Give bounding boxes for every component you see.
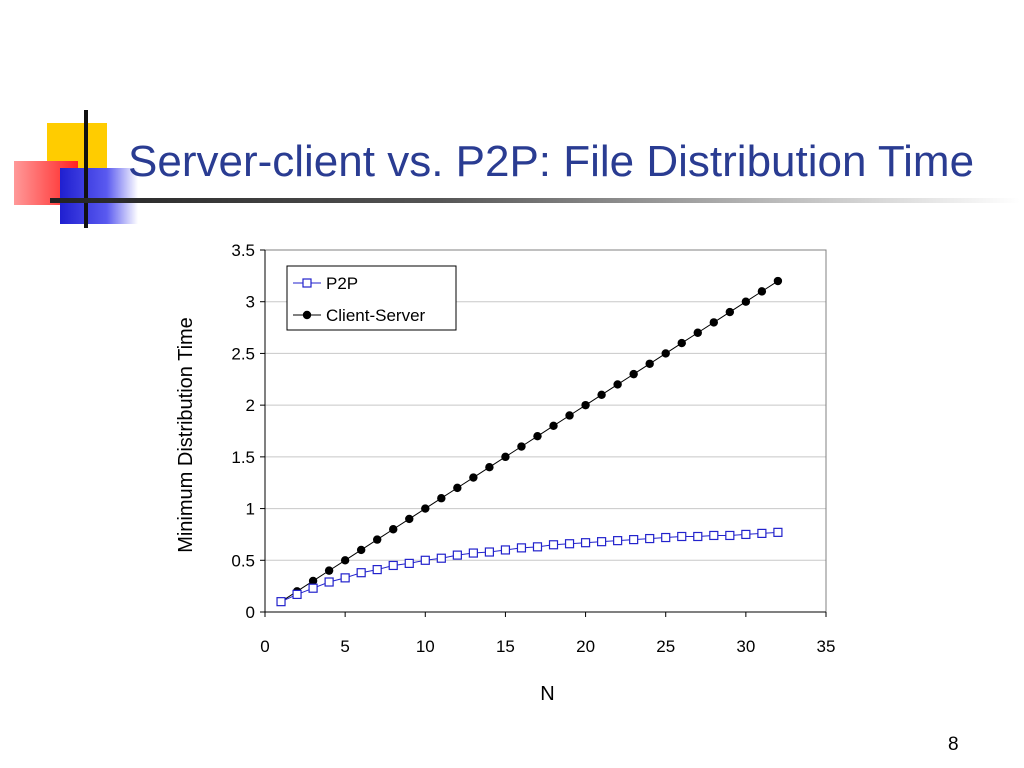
data-point [516, 543, 527, 553]
x-tick-label: 35 [817, 637, 836, 656]
data-point [373, 535, 382, 544]
data-point [372, 564, 382, 575]
data-point [613, 536, 623, 546]
y-tick-label: 3.5 [231, 241, 255, 260]
legend-label: P2P [326, 274, 358, 293]
data-point [548, 540, 559, 550]
data-point [677, 531, 687, 542]
legend-box [286, 265, 457, 331]
title-underline [50, 198, 1020, 203]
legend-marker [302, 310, 312, 320]
data-point [613, 380, 622, 389]
data-point [501, 452, 510, 462]
y-tick-label: 1 [246, 500, 255, 519]
series [276, 276, 783, 607]
slide-title: Server-client vs. P2P: File Distribution… [128, 137, 975, 186]
data-point [388, 560, 398, 571]
data-point [405, 514, 414, 524]
y-tick-label: 0 [246, 603, 255, 622]
data-point [741, 297, 751, 306]
data-point [773, 527, 783, 537]
grid-lines [265, 249, 826, 561]
data-point [677, 338, 686, 348]
y-tick-label: 1.5 [231, 448, 255, 467]
data-point [437, 494, 446, 503]
legend-entry: P2P [293, 274, 358, 293]
data-point [709, 318, 718, 327]
data-point [421, 504, 430, 513]
x-tick-label: 20 [576, 637, 595, 656]
data-point [580, 538, 591, 548]
data-point [404, 558, 414, 568]
data-point [324, 566, 334, 575]
y-axis-label: Minimum Distribution Time [175, 317, 197, 553]
data-point [533, 431, 542, 441]
legend-marker [302, 278, 312, 288]
data-point [276, 597, 286, 607]
x-tick-label: 0 [260, 637, 269, 656]
data-point [757, 528, 767, 538]
data-point [725, 307, 735, 317]
legend-label: Client-Server [326, 306, 426, 325]
data-point [709, 530, 719, 541]
series-p2p [276, 527, 783, 607]
data-point [581, 400, 590, 410]
data-point [564, 539, 575, 549]
data-point [629, 534, 639, 545]
data-point [532, 542, 543, 552]
x-tick-label: 30 [736, 637, 755, 656]
data-point [389, 525, 398, 534]
decor-vertical-bar [84, 110, 88, 228]
legend: P2P Client-Server [286, 265, 457, 331]
axes: 0 0.5 1 1.5 2 2.5 3 3.5 0 5 10 15 20 25 30 35 [231, 241, 835, 656]
data-point [596, 537, 607, 547]
data-point [517, 442, 526, 451]
data-point [469, 473, 478, 482]
data-point [292, 589, 302, 600]
y-tick-label: 3 [246, 293, 255, 312]
data-point [645, 359, 654, 368]
data-point [500, 545, 511, 555]
data-point [453, 483, 462, 493]
data-point [757, 287, 767, 296]
data-point [420, 555, 430, 565]
y-tick-label: 0.5 [231, 551, 255, 570]
y-tick-label: 2.5 [231, 344, 255, 363]
data-point [661, 532, 671, 543]
x-tick-label: 5 [340, 637, 349, 656]
data-point [597, 390, 606, 399]
data-point [340, 573, 350, 583]
data-point [645, 533, 655, 544]
data-point [452, 550, 462, 560]
data-point [468, 548, 478, 558]
page-number: 8 [948, 734, 959, 755]
data-point [324, 577, 334, 587]
legend-entry: Client-Server [293, 306, 426, 325]
data-point [484, 547, 494, 557]
data-point [661, 349, 670, 358]
data-point [549, 421, 558, 431]
x-tick-label: 15 [496, 637, 515, 656]
decor-blue-square [60, 168, 138, 224]
data-point [741, 529, 751, 540]
data-point [485, 463, 494, 472]
data-point [356, 568, 366, 578]
data-point [693, 531, 703, 542]
data-point [725, 530, 735, 541]
data-point [340, 556, 350, 565]
series-line [280, 531, 778, 603]
data-point [693, 328, 702, 337]
data-point [565, 411, 574, 420]
x-axis-label: N [540, 683, 554, 705]
data-point [436, 553, 446, 563]
data-point [629, 369, 638, 379]
data-point [356, 545, 366, 555]
data-point [773, 276, 783, 286]
x-tick-label: 25 [656, 637, 675, 656]
x-tick-label: 10 [416, 637, 435, 656]
y-tick-label: 2 [246, 396, 255, 415]
data-point [308, 576, 318, 586]
data-point [308, 583, 318, 593]
